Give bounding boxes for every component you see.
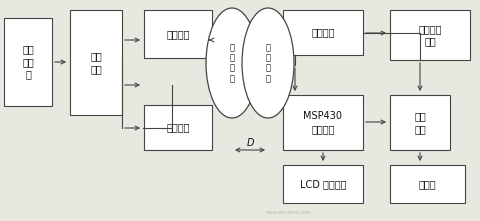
Text: D: D <box>246 138 253 148</box>
Text: 功率放大: 功率放大 <box>166 29 189 39</box>
Ellipse shape <box>205 8 257 118</box>
Text: 耦
合
线
圈: 耦 合 线 圈 <box>265 43 270 83</box>
Bar <box>4 18 52 106</box>
Bar <box>389 10 469 60</box>
Text: MSP430
控制系统: MSP430 控制系统 <box>303 111 342 134</box>
Text: 电流表: 电流表 <box>418 179 435 189</box>
Bar <box>282 165 362 203</box>
Text: 充电方式
选择: 充电方式 选择 <box>418 24 441 46</box>
Bar <box>144 105 212 150</box>
Bar <box>389 95 449 150</box>
Text: LCD 充电显示: LCD 充电显示 <box>299 179 346 189</box>
Bar <box>70 10 122 115</box>
Text: 电源
管理: 电源 管理 <box>90 51 102 74</box>
Text: 频率振荡: 频率振荡 <box>166 122 189 133</box>
Bar <box>389 165 464 203</box>
Text: 恒流
充电: 恒流 充电 <box>413 111 425 134</box>
Text: 耦
合
线
圈: 耦 合 线 圈 <box>229 43 234 83</box>
Text: 交直
流供
电: 交直 流供 电 <box>22 45 34 79</box>
Bar <box>144 10 212 58</box>
Text: 整流稳压: 整流稳压 <box>311 27 334 38</box>
Bar <box>282 95 362 150</box>
Ellipse shape <box>241 8 293 118</box>
Bar <box>282 10 362 55</box>
Text: www.elecfans.com: www.elecfans.com <box>265 210 311 215</box>
